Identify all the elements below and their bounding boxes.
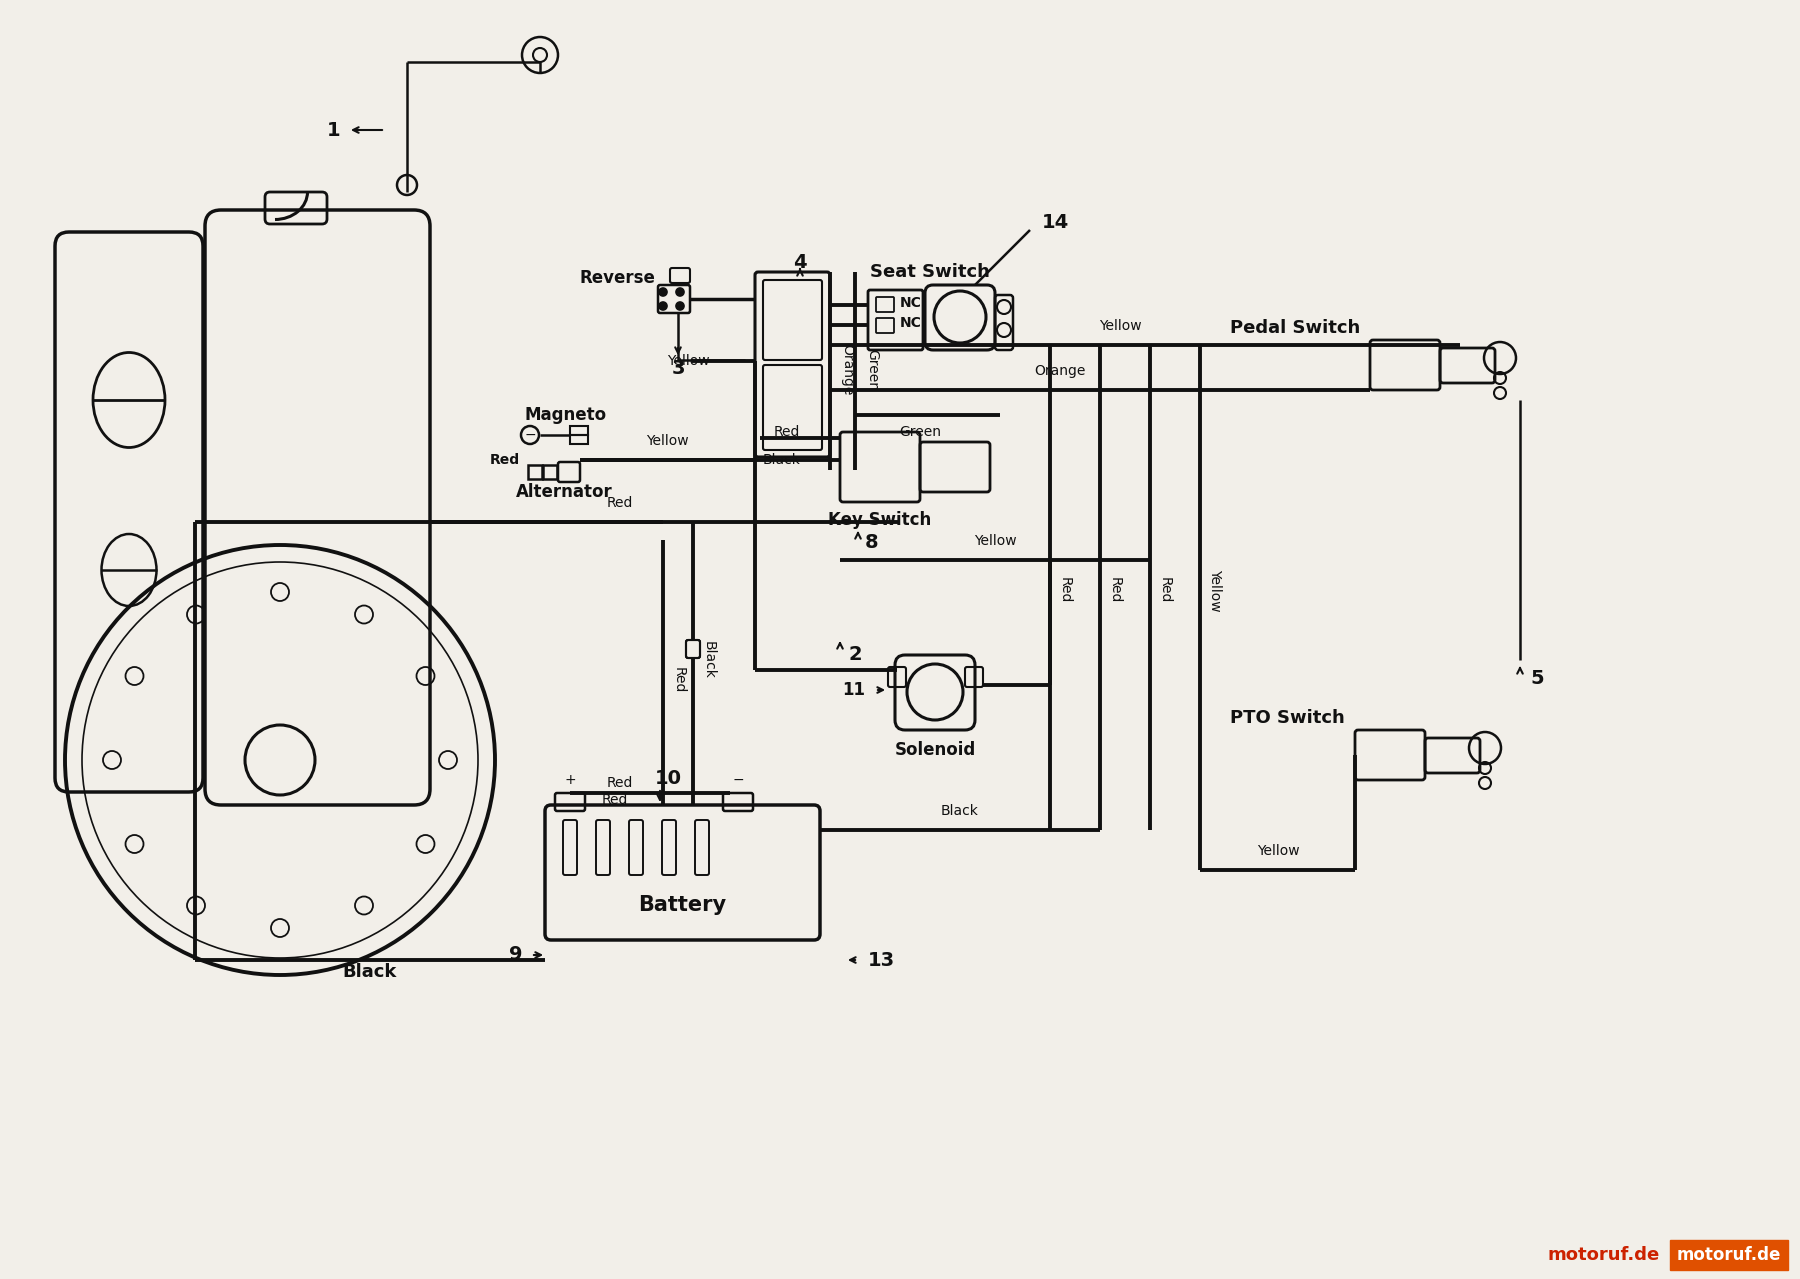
Bar (527, 466, 542, 480)
Text: +: + (563, 773, 576, 787)
Text: Battery: Battery (637, 895, 725, 914)
Text: −: − (733, 773, 743, 787)
Circle shape (533, 49, 547, 61)
Text: motoruf.de: motoruf.de (1548, 1246, 1660, 1264)
Text: Yellow: Yellow (646, 434, 688, 448)
Text: Black: Black (702, 641, 716, 679)
Circle shape (677, 302, 684, 310)
Text: Yellow: Yellow (1208, 569, 1222, 611)
Text: Red: Red (607, 496, 634, 510)
Bar (571, 435, 589, 444)
Text: Yellow: Yellow (668, 354, 709, 368)
Bar (571, 426, 589, 435)
Text: 1: 1 (326, 120, 340, 139)
Text: 14: 14 (1042, 214, 1069, 233)
Text: Yellow: Yellow (1098, 318, 1141, 333)
Text: Red: Red (490, 453, 520, 467)
Text: Red: Red (1058, 577, 1073, 604)
Text: Orange: Orange (841, 344, 853, 395)
Text: Solenoid: Solenoid (895, 741, 976, 758)
Text: Black: Black (342, 963, 398, 981)
Text: Black: Black (941, 804, 979, 819)
Text: Red: Red (601, 793, 628, 807)
Text: Key Switch: Key Switch (828, 512, 932, 530)
Text: Red: Red (671, 666, 686, 693)
Text: 3: 3 (671, 358, 684, 377)
Text: 10: 10 (655, 769, 682, 788)
Text: −: − (524, 428, 536, 443)
Text: Seat Switch: Seat Switch (869, 263, 990, 281)
Text: 2: 2 (848, 646, 862, 665)
Text: motoruf.de: motoruf.de (1678, 1246, 1782, 1264)
Text: Red: Red (1157, 577, 1172, 604)
Text: NC: NC (900, 316, 922, 330)
Text: Alternator: Alternator (517, 483, 612, 501)
Text: Red: Red (774, 425, 799, 439)
Text: Black: Black (761, 453, 799, 467)
Circle shape (659, 302, 668, 310)
Text: Yellow: Yellow (974, 535, 1017, 547)
Text: 11: 11 (842, 680, 866, 700)
Text: Pedal Switch: Pedal Switch (1229, 318, 1361, 336)
Text: Yellow: Yellow (1256, 844, 1300, 858)
Text: 5: 5 (1530, 669, 1544, 688)
Text: Magneto: Magneto (526, 405, 607, 425)
Bar (1670, 1241, 1787, 1270)
Text: NC: NC (900, 295, 922, 310)
Text: 13: 13 (868, 950, 895, 969)
Text: Red: Red (1109, 577, 1121, 604)
Text: Reverse: Reverse (580, 269, 655, 286)
Text: Green: Green (866, 349, 878, 391)
Text: PTO Switch: PTO Switch (1229, 709, 1345, 726)
FancyBboxPatch shape (686, 640, 700, 657)
Text: Orange: Orange (1035, 365, 1085, 379)
Text: Green: Green (898, 425, 941, 439)
Circle shape (659, 288, 668, 295)
Circle shape (677, 288, 684, 295)
Text: 4: 4 (794, 252, 806, 271)
Text: Red: Red (607, 776, 634, 790)
Bar (544, 466, 556, 480)
Text: 9: 9 (508, 945, 522, 964)
Text: 8: 8 (866, 532, 878, 551)
